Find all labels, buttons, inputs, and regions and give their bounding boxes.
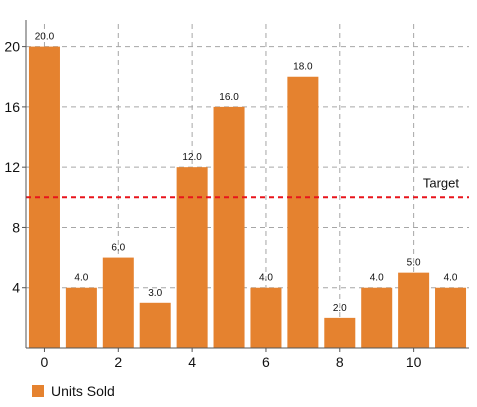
bar-value-label: 12.0: [182, 152, 202, 163]
target-line-group: Target: [26, 175, 469, 199]
y-tick-label: 4: [12, 280, 20, 296]
bar: [65, 287, 97, 348]
bar-value-labels: 20.0 4.0 6.0 3.0 12.0 16.0 4.0 18.0 2.0 4.0 5.0 4.0: [35, 32, 458, 314]
bar-value-label: 2.0: [333, 303, 347, 314]
bar-value-label: 4.0: [444, 273, 458, 284]
tick-labels: 4 8 12 16 20 0 2 4 6 8 10: [4, 39, 421, 370]
x-tick-label: 4: [188, 354, 196, 370]
bar-value-label: 6.0: [111, 243, 125, 254]
bar-value-label: 5.0: [407, 258, 421, 269]
bar-value-label: 4.0: [370, 273, 384, 284]
bar-value-label: 18.0: [293, 62, 313, 73]
bar: [287, 76, 319, 348]
bar: [176, 167, 208, 348]
target-label: Target: [423, 175, 460, 190]
axes: [22, 20, 469, 352]
bar: [324, 317, 356, 348]
bar-value-label: 4.0: [74, 273, 88, 284]
y-tick-label: 12: [4, 159, 20, 175]
x-tick-label: 10: [406, 354, 422, 370]
bar: [398, 272, 430, 348]
y-tick-label: 8: [12, 219, 20, 235]
bars: [28, 46, 467, 349]
bar: [213, 106, 245, 348]
y-tick-label: 20: [4, 39, 20, 55]
x-tick-label: 2: [114, 354, 122, 370]
legend: Units Sold: [32, 383, 115, 399]
bar: [435, 287, 467, 348]
bar: [139, 302, 171, 348]
bar-value-label: 4.0: [259, 273, 273, 284]
bar: [102, 257, 134, 348]
bar: [250, 287, 282, 348]
bar-chart: 20.0 4.0 6.0 3.0 12.0 16.0 4.0 18.0 2.0 4.0 5.0 4.0…: [4, 20, 469, 370]
x-tick-label: 0: [41, 354, 49, 370]
legend-swatch: [32, 385, 44, 397]
bar-value-label: 20.0: [35, 32, 55, 43]
y-tick-label: 16: [4, 99, 20, 115]
x-tick-label: 6: [262, 354, 270, 370]
bar: [361, 287, 393, 348]
legend-label: Units Sold: [51, 383, 115, 399]
bar-value-label: 16.0: [219, 92, 239, 103]
bar-value-label: 3.0: [148, 288, 162, 299]
x-tick-label: 8: [336, 354, 344, 370]
